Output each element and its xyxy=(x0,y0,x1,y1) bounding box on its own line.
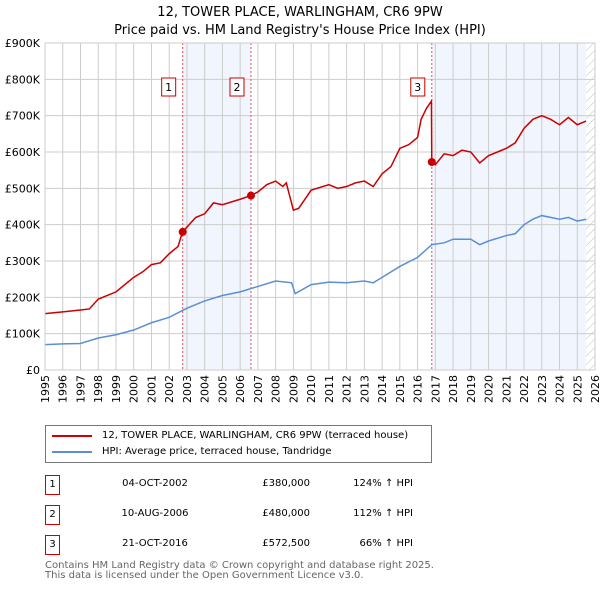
sale-label: 3 xyxy=(414,81,421,94)
sale-date: 10-AUG-2006 xyxy=(121,508,189,519)
sale-label-box xyxy=(161,77,177,97)
y-tick-label: £500K xyxy=(5,182,41,195)
sale-label-box xyxy=(410,77,426,97)
x-tick-label: 2025 xyxy=(571,375,584,403)
x-tick-label: 1999 xyxy=(110,375,123,403)
chart-title: 12, TOWER PLACE, WARLINGHAM, CR6 9PW Pri… xyxy=(0,4,600,40)
x-tick-label: 2013 xyxy=(358,375,371,403)
sale-label: 2 xyxy=(233,81,240,94)
sale-label-box xyxy=(229,77,245,97)
legend: 12, TOWER PLACE, WARLINGHAM, CR6 9PW (te… xyxy=(45,425,432,463)
x-tick-label: 2020 xyxy=(483,375,496,403)
sale-hpi: 112% ↑ HPI xyxy=(353,508,413,519)
x-tick-label: 2022 xyxy=(518,375,531,403)
x-tick-label: 2000 xyxy=(128,375,141,403)
sale-price: £480,000 xyxy=(262,508,310,519)
x-tick-label: 1998 xyxy=(92,375,105,403)
x-tick-label: 2004 xyxy=(199,375,212,403)
legend-property: 12, TOWER PLACE, WARLINGHAM, CR6 9PW (te… xyxy=(102,430,409,441)
forecast-hatch xyxy=(586,43,595,370)
shaded-range xyxy=(182,43,251,370)
x-tick-label: 2003 xyxy=(181,375,194,403)
x-tick-label: 2023 xyxy=(536,375,549,403)
x-tick-label: 2026 xyxy=(589,375,600,403)
x-tick-label: 2018 xyxy=(447,375,460,403)
sale-label: 1 xyxy=(165,81,172,94)
y-tick-label: £800K xyxy=(5,73,41,86)
x-tick-label: 2012 xyxy=(341,375,354,403)
x-tick-label: 2005 xyxy=(216,375,229,403)
x-tick-label: 2014 xyxy=(376,375,389,403)
y-tick-label: £200K xyxy=(5,291,41,304)
sale-marker: 3 xyxy=(45,535,60,555)
x-tick-label: 2019 xyxy=(465,375,478,403)
subtitle: Price paid vs. HM Land Registry's House … xyxy=(114,23,486,38)
sale-point xyxy=(427,157,436,166)
y-tick-label: £0 xyxy=(26,364,40,377)
legend-blue-line xyxy=(52,450,92,453)
legend-hpi: HPI: Average price, terraced house, Tand… xyxy=(102,446,332,457)
x-tick-label: 2006 xyxy=(234,375,247,403)
sale-point xyxy=(178,227,187,236)
sale-point xyxy=(246,191,255,200)
legend-red-line xyxy=(52,434,92,437)
sale-date: 04-OCT-2002 xyxy=(122,478,188,489)
x-tick-label: 2015 xyxy=(394,375,407,403)
sale-row: 3 21-OCT-2016 £572,500 66% ↑ HPI xyxy=(45,535,445,555)
x-tick-label: 1997 xyxy=(74,375,87,403)
series-line xyxy=(44,214,587,346)
title: 12, TOWER PLACE, WARLINGHAM, CR6 9PW xyxy=(157,5,443,20)
x-tick-label: 2024 xyxy=(554,375,567,403)
sale-marker: 1 xyxy=(45,475,60,495)
sale-price: £572,500 xyxy=(262,538,310,549)
sale-marker: 2 xyxy=(45,505,60,525)
x-tick-label: 2008 xyxy=(270,375,283,403)
y-tick-label: £400K xyxy=(5,219,41,232)
sale-row: 2 10-AUG-2006 £480,000 112% ↑ HPI xyxy=(45,505,445,525)
x-tick-label: 1996 xyxy=(57,375,70,403)
x-tick-label: 1995 xyxy=(39,375,52,403)
x-tick-label: 2009 xyxy=(287,375,300,403)
y-tick-label: £700K xyxy=(5,110,41,123)
x-tick-label: 2011 xyxy=(323,375,336,403)
plot-frame xyxy=(44,42,596,371)
y-tick-label: £300K xyxy=(5,255,41,268)
shaded-range xyxy=(431,43,587,370)
x-tick-label: 2010 xyxy=(305,375,318,403)
y-tick-label: £900K xyxy=(5,37,41,50)
footer-line2: This data is licensed under the Open Gov… xyxy=(45,570,364,581)
price-chart: 1995 1996 1997 1998 1999 2000 2001 2002 2003 2004… xyxy=(5,37,600,403)
x-tick-label: 2007 xyxy=(252,375,265,403)
sale-date: 21-OCT-2016 xyxy=(122,538,188,549)
x-tick-label: 2016 xyxy=(412,375,425,403)
footer: Contains HM Land Registry data © Crown c… xyxy=(45,561,434,581)
sale-hpi: 124% ↑ HPI xyxy=(353,478,413,489)
x-tick-label: 2021 xyxy=(500,375,513,403)
sale-row: 1 04-OCT-2002 £380,000 124% ↑ HPI xyxy=(45,475,445,495)
sale-price: £380,000 xyxy=(262,478,310,489)
x-tick-label: 2001 xyxy=(145,375,158,403)
sale-hpi: 66% ↑ HPI xyxy=(359,538,413,549)
x-tick-label: 2017 xyxy=(429,375,442,403)
footer-line1: Contains HM Land Registry data © Crown c… xyxy=(45,560,434,571)
y-tick-label: £100K xyxy=(5,328,41,341)
y-tick-label: £600K xyxy=(5,146,41,159)
x-tick-label: 2002 xyxy=(163,375,176,403)
series-line xyxy=(44,98,587,315)
